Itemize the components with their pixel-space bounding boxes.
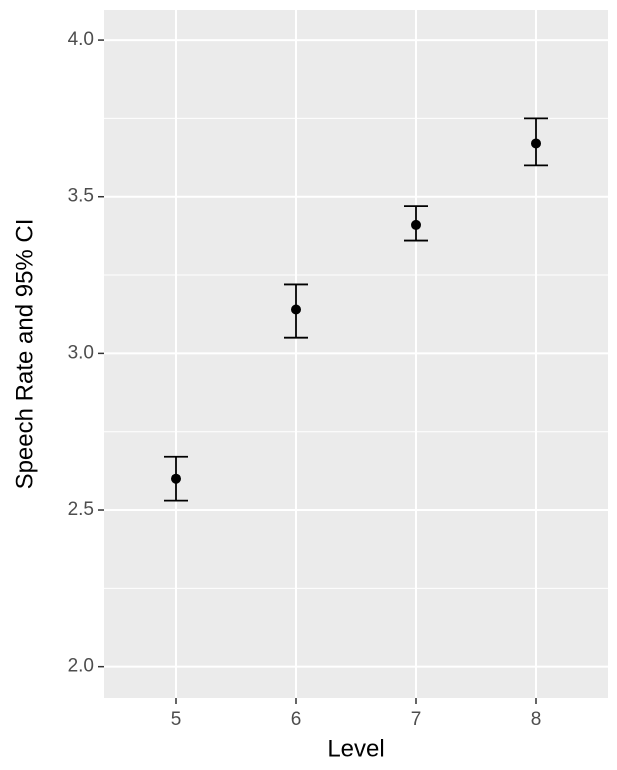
- point: [291, 304, 301, 315]
- x-tick-label: 8: [531, 709, 542, 730]
- y-tick-label: 4.0: [68, 29, 94, 50]
- point: [171, 473, 181, 484]
- y-tick-label: 2.5: [68, 499, 94, 520]
- x-tick-label: 5: [171, 709, 182, 730]
- x-tick-label: 7: [411, 709, 422, 730]
- point: [531, 138, 541, 149]
- x-tick-label: 6: [291, 709, 302, 730]
- y-tick-label: 2.0: [68, 656, 94, 677]
- point: [411, 219, 421, 230]
- y-tick-label: 3.0: [68, 342, 94, 363]
- y-tick-label: 3.5: [68, 186, 94, 207]
- y-axis-title: Speech Rate and 95% CI: [11, 219, 38, 490]
- x-axis-title: Level: [327, 735, 384, 762]
